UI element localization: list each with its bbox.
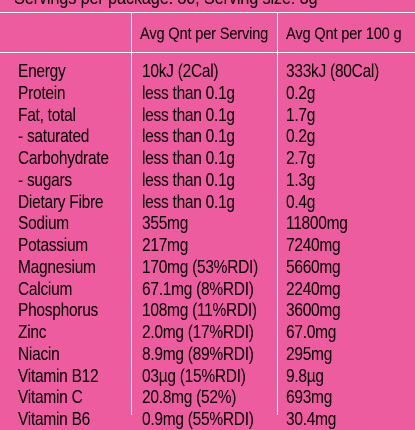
divider-header — [0, 52, 415, 53]
per-100g-value: 2240mg — [286, 278, 341, 299]
per-serving-value: 03µg (15%RDI) — [142, 365, 246, 386]
nutrient-name: Potassium — [18, 235, 88, 255]
table-row: Calcium 67.1mg (8%RDI) 2240mg — [0, 278, 415, 300]
nutrient-name: Fat, total — [18, 104, 76, 125]
table-row: Protein less than 0.1g 0.2g — [0, 82, 415, 104]
per-serving-value: less than 0.1g — [142, 82, 235, 103]
serving-info-clip: Servings per package: 30, Serving size: … — [0, 0, 415, 12]
header-per-100g: Avg Qnt per 100 g — [286, 24, 402, 43]
nutrient-name: Zinc — [18, 322, 47, 342]
per-serving-value: 67.1mg (8%RDI) — [142, 278, 254, 299]
per-100g-value: 67.0mg — [286, 322, 337, 342]
table-row: Energy 10kJ (2Cal) 333kJ (80Cal) — [0, 60, 415, 82]
per-100g-value: 693mg — [286, 387, 333, 408]
nutrient-name: Magnesium — [18, 256, 96, 277]
per-serving-value: 20.8mg (52%) — [142, 387, 237, 408]
per-100g-value: 3600mg — [286, 300, 341, 321]
per-100g-value: 0.2g — [286, 126, 316, 147]
per-100g-value: 0.2g — [286, 82, 316, 103]
per-100g-value: 1.7g — [286, 104, 316, 125]
nutrient-name: - sugars — [18, 169, 72, 190]
table-row: Vitamin B12 03µg (15%RDI) 9.8µg — [0, 365, 415, 387]
per-100g-value: 0.4g — [286, 191, 316, 212]
table-row: Vitamin C 20.8mg (52%) 693mg — [0, 386, 415, 408]
per-100g-value: 9.8µg — [286, 365, 324, 386]
nutrient-name: Protein — [18, 82, 66, 103]
per-100g-value: 7240mg — [286, 235, 341, 255]
table-row: Potassium 217mg 7240mg — [0, 234, 415, 256]
table-row: - sugars less than 0.1g 1.3g — [0, 169, 415, 191]
table-row: Zinc 2.0mg (17%RDI) 67.0mg — [0, 321, 415, 343]
table-row: Fat, total less than 0.1g 1.7g — [0, 104, 415, 126]
nutrient-name: Niacin — [18, 343, 60, 364]
per-100g-value: 30.4mg — [286, 409, 337, 429]
per-100g-value: 1.3g — [286, 169, 316, 190]
per-serving-value: 108mg (11%RDI) — [142, 300, 257, 321]
nutrient-name: Vitamin B6 — [18, 409, 90, 429]
table-row: Carbohydrate less than 0.1g 2.7g — [0, 147, 415, 169]
per-serving-value: 2.0mg (17%RDI) — [142, 322, 254, 342]
nutrient-name: Sodium — [18, 213, 69, 234]
per-serving-value: 355mg — [142, 213, 189, 234]
table-row: Magnesium 170mg (53%RDI) 5660mg — [0, 256, 415, 278]
nutrient-name: - saturated — [18, 126, 90, 147]
nutrient-name: Phosphorus — [18, 300, 99, 321]
per-100g-value: 5660mg — [286, 256, 341, 277]
nutrient-name: Carbohydrate — [18, 148, 109, 168]
table-row: Phosphorus 108mg (11%RDI) 3600mg — [0, 299, 415, 321]
per-100g-value: 295mg — [286, 343, 333, 364]
nutrient-name: Vitamin C — [18, 387, 83, 408]
column-divider-1 — [131, 12, 132, 415]
per-serving-value: less than 0.1g — [142, 148, 235, 168]
per-100g-value: 333kJ (80Cal) — [286, 61, 380, 81]
per-serving-value: 0.9mg (55%RDI) — [142, 409, 254, 429]
per-100g-value: 2.7g — [286, 148, 316, 168]
per-serving-value: less than 0.1g — [142, 169, 235, 190]
per-serving-value: less than 0.1g — [142, 191, 235, 212]
per-100g-value: 11800mg — [286, 213, 348, 234]
nutrient-name: Energy — [18, 61, 66, 81]
header-per-serving: Avg Qnt per Serving — [140, 24, 269, 43]
per-serving-value: less than 0.1g — [142, 126, 235, 147]
table-row: Niacin 8.9mg (89%RDI) 295mg — [0, 343, 415, 365]
per-serving-value: 10kJ (2Cal) — [142, 61, 219, 81]
serving-info-text: Servings per package: 30, Serving size: … — [14, 0, 318, 10]
table-row: Vitamin B6 0.9mg (55%RDI) 30.4mg — [0, 408, 415, 430]
column-divider-2 — [277, 12, 278, 415]
per-serving-value: 170mg (53%RDI) — [142, 256, 258, 277]
nutrient-name: Dietary Fibre — [18, 191, 104, 212]
per-serving-value: 217mg — [142, 235, 189, 255]
divider-top — [0, 12, 415, 13]
table-row: Dietary Fibre less than 0.1g 0.4g — [0, 191, 415, 213]
nutrient-name: Calcium — [18, 278, 73, 299]
table-row: Sodium 355mg 11800mg — [0, 212, 415, 234]
table-row: - saturated less than 0.1g 0.2g — [0, 125, 415, 147]
per-serving-value: 8.9mg (89%RDI) — [142, 343, 254, 364]
per-serving-value: less than 0.1g — [142, 104, 235, 125]
nutrient-name: Vitamin B12 — [18, 365, 99, 386]
